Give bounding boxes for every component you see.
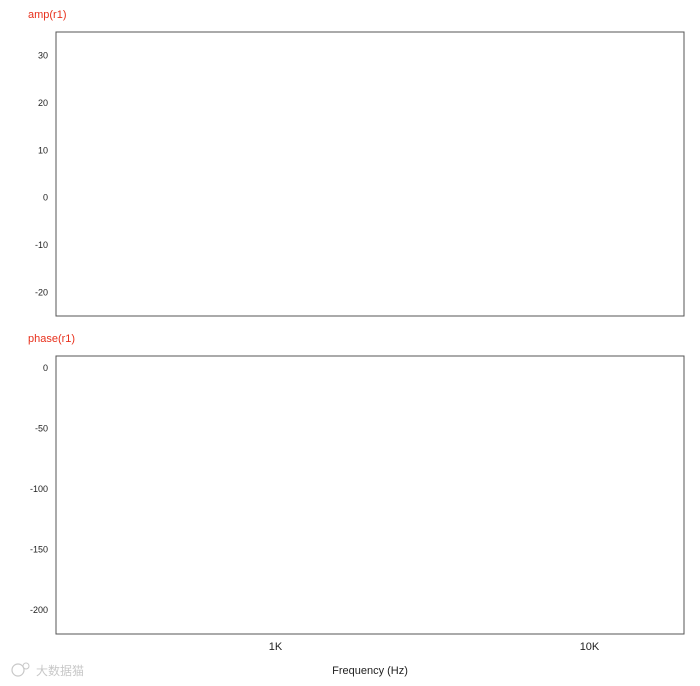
y-tick-label: -50 xyxy=(35,424,48,434)
y-tick-label: 0 xyxy=(43,193,48,203)
y-tick-label: -150 xyxy=(30,544,48,554)
x-axis-title: Frequency (Hz) xyxy=(332,665,408,677)
y-tick-label: 10 xyxy=(38,145,48,155)
amp-panel: amp(r1) 30 20 10 0 -10 -20 xyxy=(28,9,685,317)
watermark-logo-icon xyxy=(11,662,30,677)
plot-frame xyxy=(55,355,685,635)
panel-title: amp(r1) xyxy=(28,9,67,21)
y-tick-label: 0 xyxy=(43,363,48,373)
phase-panel: phase(r1) 0 -50 -100 -150 -200 1K 10K xyxy=(28,333,685,653)
x-tick-label: 10K xyxy=(580,641,600,653)
y-tick-label: -20 xyxy=(35,287,48,297)
plot-frame xyxy=(55,31,685,317)
y-tick-label: -200 xyxy=(30,605,48,615)
y-tick-label: -10 xyxy=(35,240,48,250)
panel-title: phase(r1) xyxy=(28,333,75,345)
x-tick-label: 1K xyxy=(269,641,283,653)
watermark-text: 大数据猫 xyxy=(36,663,84,678)
y-tick-label: 20 xyxy=(38,98,48,108)
y-tick-label: -100 xyxy=(30,484,48,494)
y-tick-label: 30 xyxy=(38,51,48,61)
